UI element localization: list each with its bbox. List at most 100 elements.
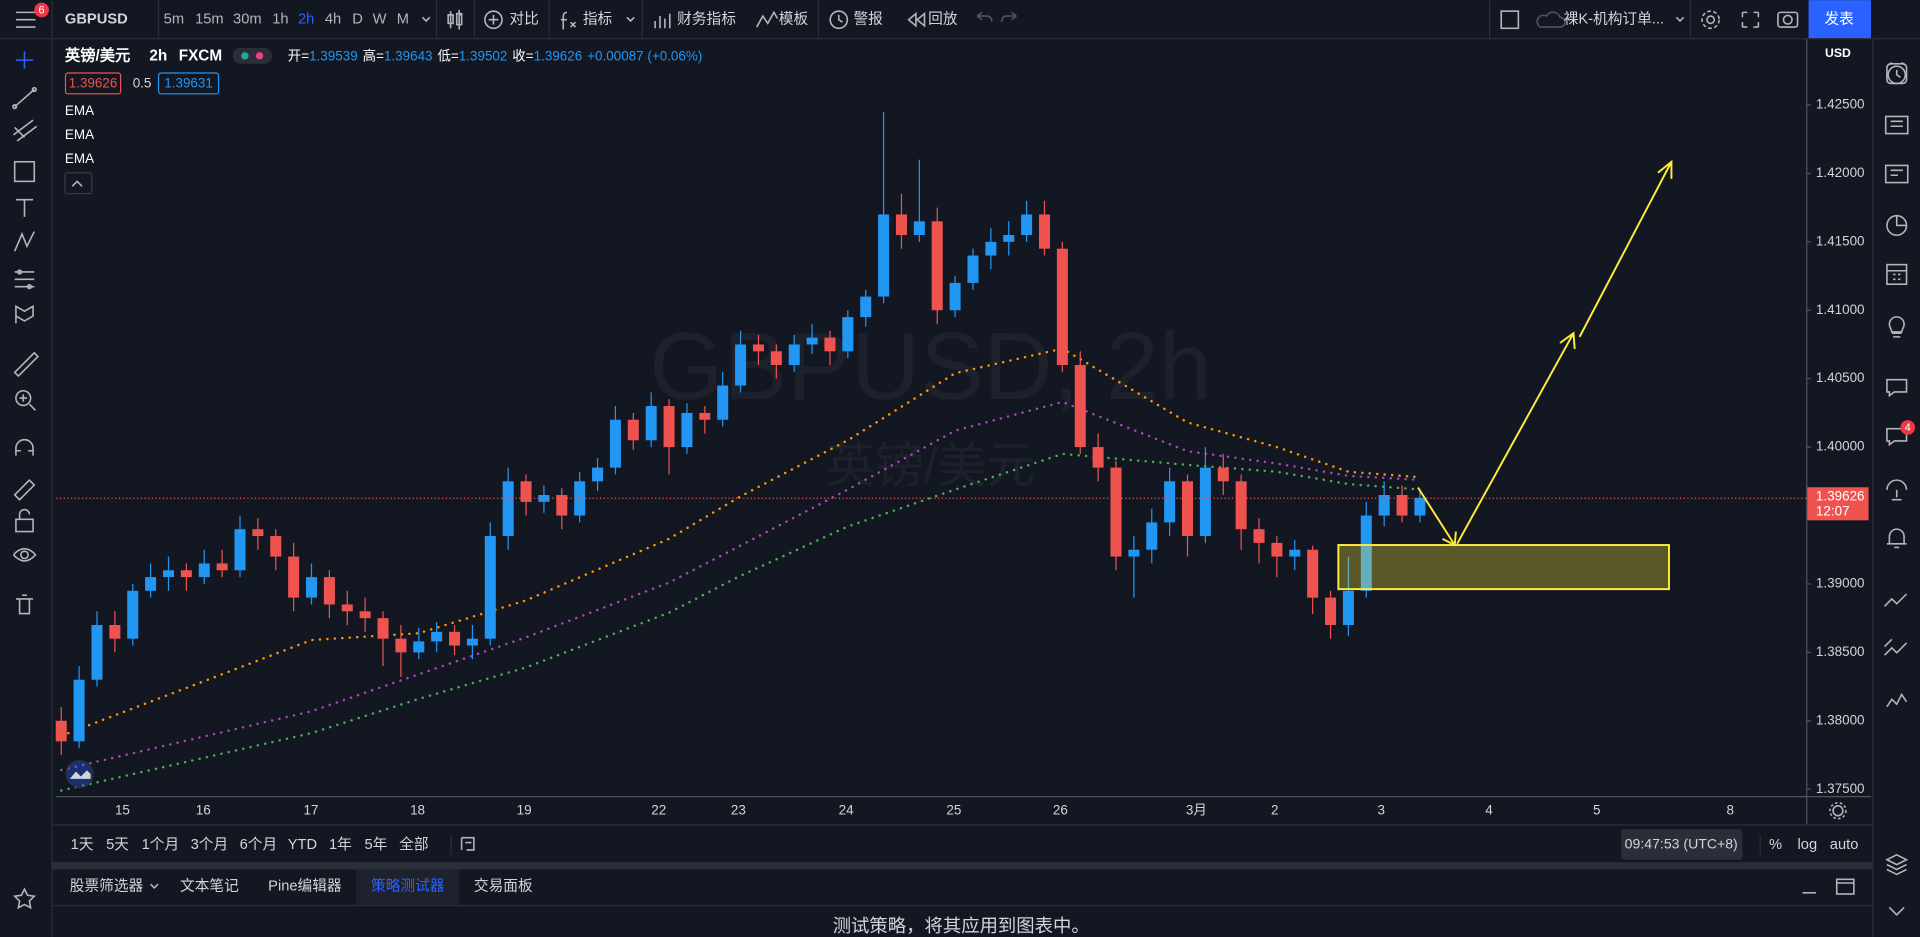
panel-tab[interactable]: Pine编辑器 [268, 878, 342, 895]
candle-body [449, 631, 461, 646]
ohlc-values: 开=1.39539 高=1.39643 低=1.39502 收=1.39626 +0.0… [288, 47, 703, 63]
drawing-toolbar[interactable] [12, 51, 40, 910]
candle-body [127, 590, 139, 639]
scale-option[interactable]: % [1769, 837, 1782, 853]
bid-box[interactable] [64, 72, 122, 95]
settings-icon[interactable] [1829, 801, 1847, 820]
range-button[interactable]: YTD [288, 837, 317, 853]
ohlc-value: 1.39502 [459, 48, 508, 63]
symbol-exchange: FXCM [179, 48, 222, 65]
ask-price[interactable]: 1.39631 [164, 76, 213, 91]
layout-name[interactable]: 裸K-机构订单... [1564, 11, 1664, 28]
candle-body [145, 577, 157, 591]
range-button[interactable]: 5天 [106, 837, 129, 853]
candle-body [1038, 214, 1050, 249]
candle-body [967, 255, 979, 283]
candle-body [1164, 481, 1176, 523]
collapse-icon[interactable] [71, 180, 83, 187]
x-tick-label: 18 [410, 802, 425, 817]
candle-body [1360, 515, 1372, 591]
panel-tab[interactable]: 交易面板 [474, 877, 533, 895]
logo [65, 759, 94, 789]
bid-price[interactable]: 1.39626 [69, 76, 118, 91]
candle-body [1289, 549, 1301, 557]
range-button[interactable]: 1天 [71, 837, 94, 853]
interval-button[interactable]: M [397, 12, 409, 28]
arrow [1456, 331, 1576, 545]
candle-body [288, 556, 300, 598]
ohlc-label: 低= [437, 48, 458, 63]
interval-button[interactable]: 2h [298, 12, 314, 28]
candle-body [198, 563, 210, 578]
interval-button[interactable]: 15m [195, 12, 224, 28]
ohlc-label: 开= [288, 48, 309, 63]
range-button[interactable]: 1个月 [142, 836, 180, 853]
ohlc-label: 高= [363, 47, 384, 63]
ask-box[interactable] [157, 72, 220, 95]
x-tick-label: 26 [1053, 802, 1068, 817]
interval-button[interactable]: 30m [233, 12, 262, 28]
badge-count: 6 [39, 4, 45, 16]
arrow [1417, 486, 1457, 547]
range-button[interactable]: 6个月 [240, 836, 278, 853]
y-tick-label: 1.40000 [1816, 439, 1865, 454]
range-button[interactable]: 5年 [364, 836, 387, 853]
collapse-button[interactable] [64, 172, 93, 195]
y-tick-label: 1.41500 [1816, 233, 1865, 248]
badge [1900, 420, 1916, 435]
countdown: 12:07 [1816, 503, 1850, 518]
interval-button[interactable]: D [352, 12, 363, 28]
candle-body [91, 624, 103, 680]
range-button[interactable]: 全部 [399, 835, 428, 853]
candle-body [1056, 248, 1068, 365]
scale-option[interactable]: log [1798, 837, 1818, 853]
toolbar-button[interactable]: 警报 [853, 11, 883, 28]
candle-body [162, 570, 174, 578]
last-price-label: 1.39626 [1816, 489, 1865, 504]
x-tick-label: 17 [304, 802, 319, 817]
candle-body [645, 406, 657, 441]
menu-button[interactable] [15, 11, 36, 28]
scale-option[interactable]: auto [1830, 837, 1859, 853]
x-tick-label: 4 [1485, 802, 1493, 817]
toolbar-button[interactable]: 模板 [779, 10, 809, 28]
candle-body [1396, 494, 1408, 516]
ohlc-label: 收= [512, 48, 533, 63]
publish-button[interactable] [1808, 0, 1872, 39]
date-range-icon[interactable] [460, 836, 475, 851]
watermark-title: GBPUSD, 2h [649, 314, 1212, 420]
toolbar-button[interactable]: 对比 [509, 11, 538, 28]
interval-button[interactable]: 5m [164, 12, 184, 28]
right-toolbar[interactable] [1883, 61, 1909, 916]
interval-button[interactable]: 1h [272, 12, 288, 28]
last-price-box [1807, 487, 1869, 521]
ohlc-value: 1.39539 [309, 48, 358, 63]
panel-controls[interactable] [150, 878, 1855, 895]
panel-tab[interactable]: 股票筛选器 [70, 878, 144, 895]
status-dot [255, 52, 264, 60]
toolbar-button[interactable]: 指标 [583, 11, 613, 28]
candle-body [860, 296, 872, 318]
candle-body [431, 631, 443, 642]
candle-body [1325, 597, 1337, 625]
candle-body [1414, 497, 1426, 516]
interval-button[interactable]: W [373, 12, 387, 28]
candle-body [109, 624, 121, 639]
y-tick-label: 1.39000 [1816, 576, 1865, 591]
range-button[interactable]: 1年 [329, 836, 352, 853]
publish-label[interactable]: 发表 [1824, 11, 1854, 28]
candle-body [681, 412, 693, 448]
candle-body [717, 385, 729, 420]
range-button[interactable]: 3个月 [191, 836, 229, 853]
ohlc-value: 1.39643 [384, 48, 433, 63]
interval-button[interactable]: 4h [325, 12, 341, 28]
panel-tab[interactable]: 文本笔记 [180, 878, 239, 895]
toolbar-button[interactable]: 财务指标 [677, 11, 736, 28]
y-tick-label: 1.40500 [1816, 370, 1865, 385]
candle-body [484, 536, 496, 639]
panel-tab[interactable]: 策略测试器 [371, 878, 445, 895]
candle-body [520, 481, 532, 502]
toolbar-button[interactable]: 回放 [928, 11, 958, 28]
symbol[interactable]: GBPUSD [65, 12, 128, 28]
